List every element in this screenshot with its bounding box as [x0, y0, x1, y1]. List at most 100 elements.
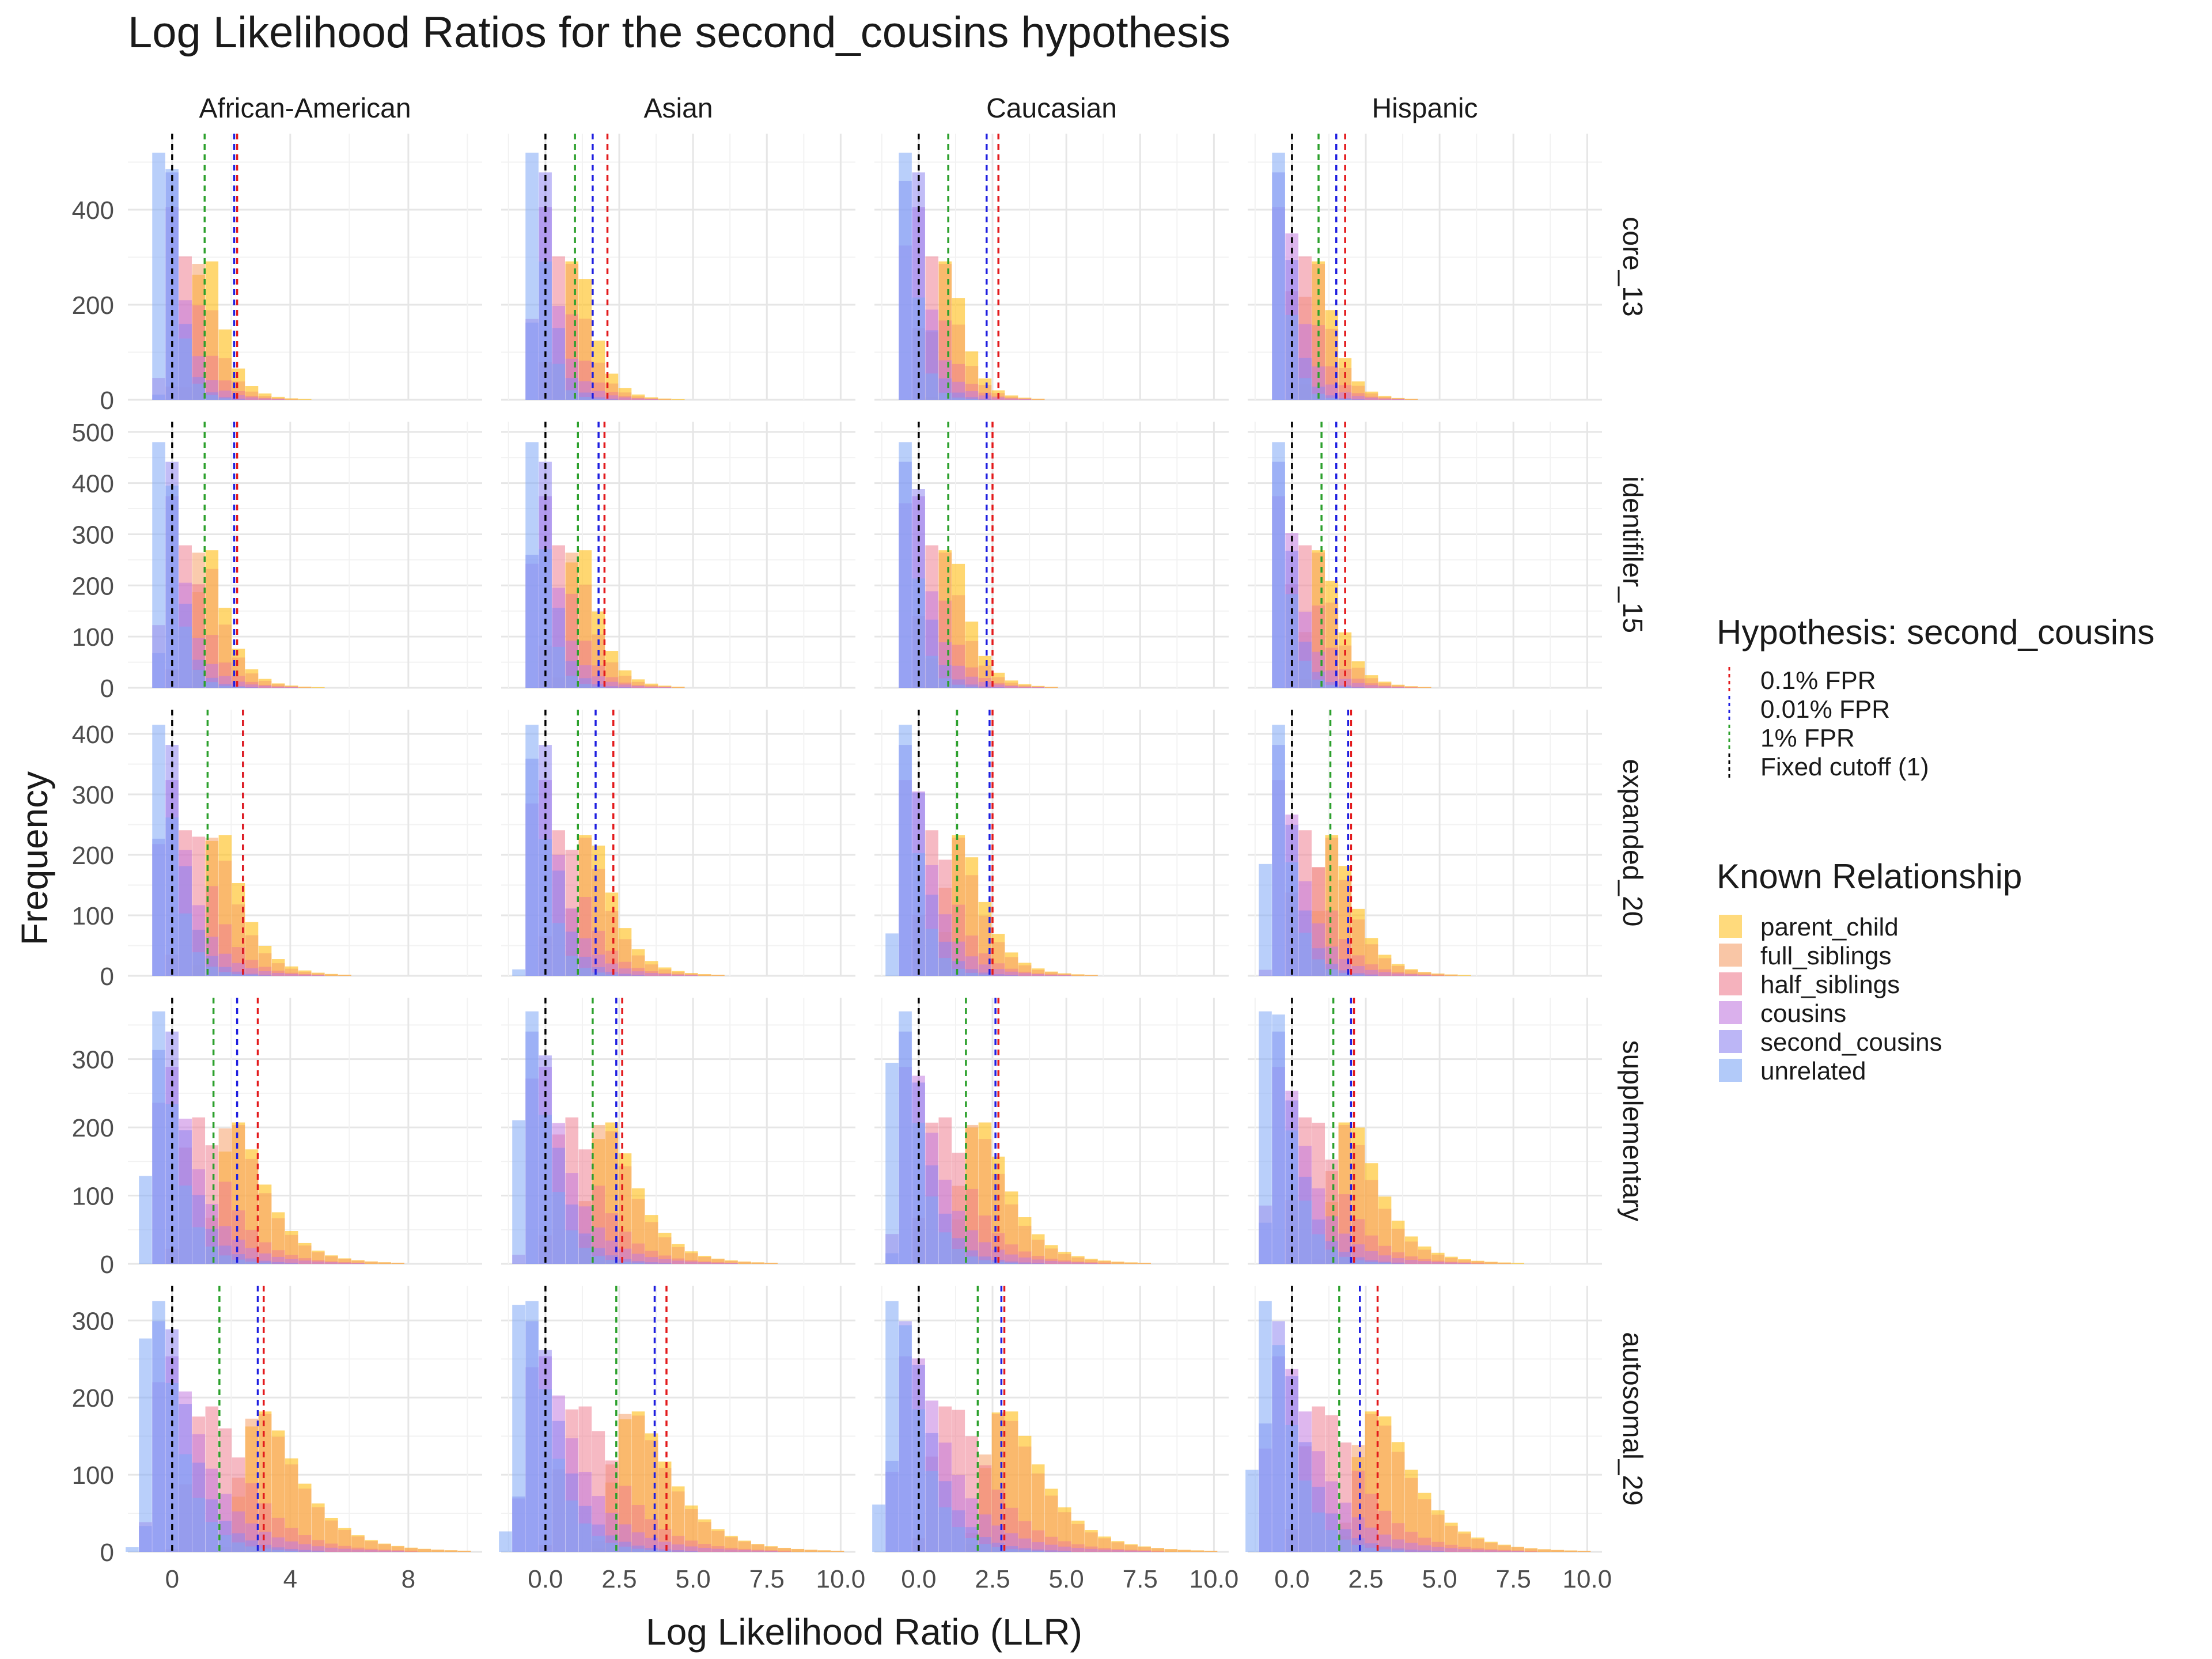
histogram-bar	[499, 1531, 512, 1552]
histogram-bar	[218, 1255, 232, 1264]
histogram-bar	[338, 1548, 351, 1552]
histogram-bar	[565, 1500, 579, 1552]
histogram-bar	[1124, 1545, 1138, 1552]
histogram-bar	[711, 1259, 725, 1264]
histogram-bar	[1272, 725, 1285, 976]
histogram-bar	[1351, 973, 1365, 976]
histogram-bar	[1098, 1261, 1111, 1264]
histogram-bar	[938, 392, 952, 400]
histogram-bar	[391, 1551, 404, 1552]
histogram-bar	[1537, 1549, 1551, 1552]
histogram-bar	[631, 1263, 645, 1264]
histogram-bar	[925, 656, 938, 688]
histogram-bar	[1431, 1547, 1445, 1552]
histogram-bar	[978, 686, 992, 688]
histogram-bar	[1298, 1480, 1312, 1552]
histogram-bar	[525, 1011, 539, 1264]
histogram-bar	[1005, 398, 1018, 400]
histogram-bar	[457, 1551, 471, 1552]
histogram-bar	[1058, 1546, 1071, 1552]
histogram-bar	[1511, 1263, 1524, 1264]
histogram-bar	[1378, 1262, 1392, 1264]
histogram-bar	[685, 974, 698, 976]
histogram-bar	[1325, 685, 1339, 688]
x-tick-label: 5.0	[1422, 1565, 1457, 1593]
histogram-bar	[645, 1550, 658, 1552]
histogram-bar	[1031, 969, 1045, 976]
histogram-bar	[1351, 1260, 1365, 1264]
histogram-bar	[671, 972, 685, 976]
histogram-bar	[512, 1120, 525, 1264]
facet-panel-african-american-supplementary	[128, 998, 482, 1265]
histogram-bar	[764, 1546, 778, 1552]
cutoff-legend-label: 0.1% FPR	[1760, 666, 1876, 695]
histogram-bar	[1298, 660, 1312, 688]
x-tick-label: 2.5	[601, 1565, 637, 1593]
histogram-bar	[1124, 1262, 1138, 1264]
histogram-bar	[179, 1185, 192, 1264]
x-tick-label: 10.0	[1190, 1565, 1239, 1593]
histogram-bar	[952, 1527, 965, 1552]
histogram-bar	[258, 1548, 272, 1552]
histogram-bar	[1259, 1011, 1272, 1264]
histogram-bar	[605, 1260, 619, 1264]
histogram-bar	[978, 974, 992, 976]
histogram-bar	[778, 1550, 791, 1552]
histogram-bar	[885, 1301, 899, 1552]
histogram-bar	[1298, 933, 1312, 976]
histogram-bar	[552, 1192, 565, 1264]
histogram-bar	[165, 485, 179, 688]
histogram-bar	[245, 1258, 259, 1264]
x-tick-label: 0	[165, 1565, 179, 1593]
histogram-bar	[631, 975, 645, 976]
histogram-bar	[525, 1301, 539, 1552]
histogram-bar	[1365, 397, 1378, 400]
histogram-bar	[1445, 974, 1458, 976]
histogram-bar	[1177, 1550, 1191, 1552]
relationship-legend-title: Known Relationship	[1717, 857, 2022, 896]
y-axis-title: Frequency	[14, 771, 55, 945]
histogram-bar	[578, 397, 592, 400]
series-unrelated	[1272, 153, 1352, 400]
y-tick-label: 0	[100, 1539, 114, 1567]
histogram-bar	[578, 1248, 592, 1264]
histogram-bar	[552, 646, 565, 688]
histogram-bar	[631, 398, 645, 400]
histogram-bar	[152, 1011, 165, 1264]
histogram-bar	[1338, 973, 1352, 976]
histogram-bar	[152, 442, 165, 688]
histogram-bar	[1365, 969, 1378, 976]
histogram-bar	[991, 1547, 1005, 1552]
histogram-bar	[1325, 969, 1339, 976]
histogram-bar	[578, 968, 592, 976]
histogram-bar	[312, 973, 325, 976]
histogram-bar	[991, 684, 1005, 688]
histogram-bar	[1272, 153, 1285, 400]
histogram-bar	[658, 399, 672, 400]
histogram-bar	[179, 626, 192, 688]
histogram-bar	[1191, 1550, 1205, 1552]
histogram-bar	[1498, 1545, 1511, 1552]
histogram-bar	[658, 1550, 672, 1552]
histogram-bar	[1418, 1550, 1431, 1552]
histogram-bar	[1378, 972, 1392, 976]
histogram-bar	[271, 1262, 285, 1264]
relationship-legend-label: parent_child	[1760, 913, 1899, 941]
y-tick-label: 200	[72, 572, 114, 600]
histogram-bar	[618, 1259, 632, 1264]
histogram-bar	[1418, 972, 1431, 976]
histogram-bar	[1018, 1548, 1032, 1552]
histogram-bar	[1351, 1544, 1365, 1552]
histogram-bar	[645, 973, 658, 976]
histogram-bar	[179, 338, 192, 400]
histogram-bar	[325, 1262, 338, 1264]
histogram-bar	[1391, 974, 1405, 976]
histogram-bar	[1312, 679, 1325, 688]
histogram-bar	[658, 974, 672, 976]
histogram-bar	[565, 956, 579, 976]
relationship-legend-label: second_cousins	[1760, 1028, 1942, 1056]
histogram-bar	[205, 395, 219, 400]
histogram-bar	[685, 1551, 698, 1552]
histogram-bar	[899, 1011, 912, 1264]
